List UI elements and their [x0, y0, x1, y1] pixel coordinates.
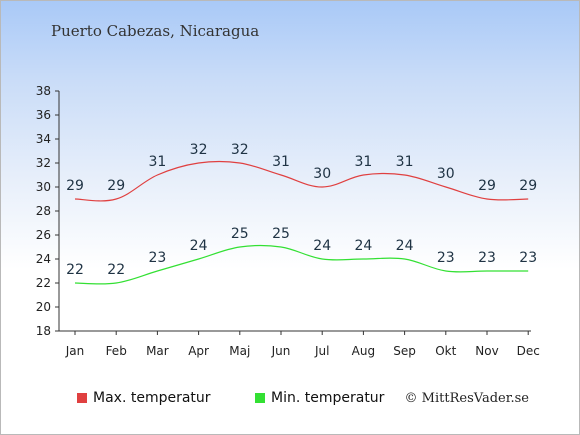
data-label-max: 29	[107, 178, 125, 194]
legend-label-min: Min. temperatur	[271, 390, 385, 406]
data-label-max: 31	[396, 154, 414, 170]
legend-swatch-min	[255, 393, 265, 403]
series-line-max	[74, 160, 529, 202]
data-label-min: 24	[313, 238, 331, 254]
y-tick-label: 22	[36, 276, 51, 290]
data-label-max: 31	[272, 154, 290, 170]
chart-title: Puerto Cabezas, Nicaragua	[51, 22, 260, 40]
data-label-max: 29	[478, 178, 496, 194]
x-tick-label: Aug	[352, 344, 375, 358]
legend-item-min: Min. temperatur	[255, 390, 384, 406]
data-label-min: 25	[231, 226, 249, 242]
data-label-max: 29	[519, 178, 537, 194]
series-line-min	[74, 244, 529, 285]
data-label-min: 23	[148, 250, 166, 266]
x-tick-label: Nov	[475, 344, 498, 358]
x-tick-label: Jun	[271, 344, 291, 358]
y-tick-label: 36	[36, 108, 51, 122]
legend-label-max: Max. temperatur	[93, 390, 211, 406]
data-label-min: 25	[272, 226, 290, 242]
y-tick-label: 28	[36, 204, 51, 218]
x-tick-label: Maj	[229, 344, 250, 358]
data-label-max: 31	[354, 154, 372, 170]
credit-text: © MittResVader.se	[404, 391, 529, 406]
y-tick-label: 18	[36, 324, 51, 338]
data-label-min: 23	[478, 250, 496, 266]
legend-item-max: Max. temperatur	[77, 390, 211, 406]
data-label-max: 29	[66, 178, 84, 194]
data-labels: 29 29 31 32 32 31 30 31 31 30 29 29 22 22 23 24 25 25 24 24…	[66, 142, 537, 278]
data-label-min: 23	[437, 250, 455, 266]
x-tick-label: Jan	[65, 344, 85, 358]
legend-swatch-max	[77, 393, 87, 403]
x-tick-label: Okt	[435, 344, 456, 358]
data-label-max: 31	[148, 154, 166, 170]
y-tick-label: 20	[36, 300, 51, 314]
y-tick-label: 30	[36, 180, 51, 194]
x-tick-label: Apr	[188, 344, 209, 358]
data-label-min: 22	[66, 262, 84, 278]
data-label-min: 22	[107, 262, 125, 278]
x-tick-label: Feb	[106, 344, 127, 358]
y-tick-label: 34	[36, 132, 51, 146]
y-tick-label: 26	[36, 228, 51, 242]
data-label-min: 23	[519, 250, 537, 266]
series-lines	[74, 160, 529, 285]
data-label-min: 24	[354, 238, 372, 254]
y-tick-label: 24	[36, 252, 51, 266]
x-tick-label: Sep	[393, 344, 416, 358]
data-label-min: 24	[190, 238, 208, 254]
x-tick-label: Jul	[314, 344, 329, 358]
x-tick-label: Dec	[517, 344, 540, 358]
data-label-max: 30	[437, 166, 455, 182]
data-label-min: 24	[396, 238, 414, 254]
y-tick-label: 32	[36, 156, 51, 170]
data-label-max: 32	[190, 142, 208, 158]
data-label-max: 30	[313, 166, 331, 182]
y-tick-label: 38	[36, 84, 51, 98]
data-label-max: 32	[231, 142, 249, 158]
axes: 18 20 22 24 26 28 30 32 34 36 38 Jan Feb Mar Apr Maj Jun…	[36, 84, 540, 358]
x-tick-label: Mar	[146, 344, 169, 358]
